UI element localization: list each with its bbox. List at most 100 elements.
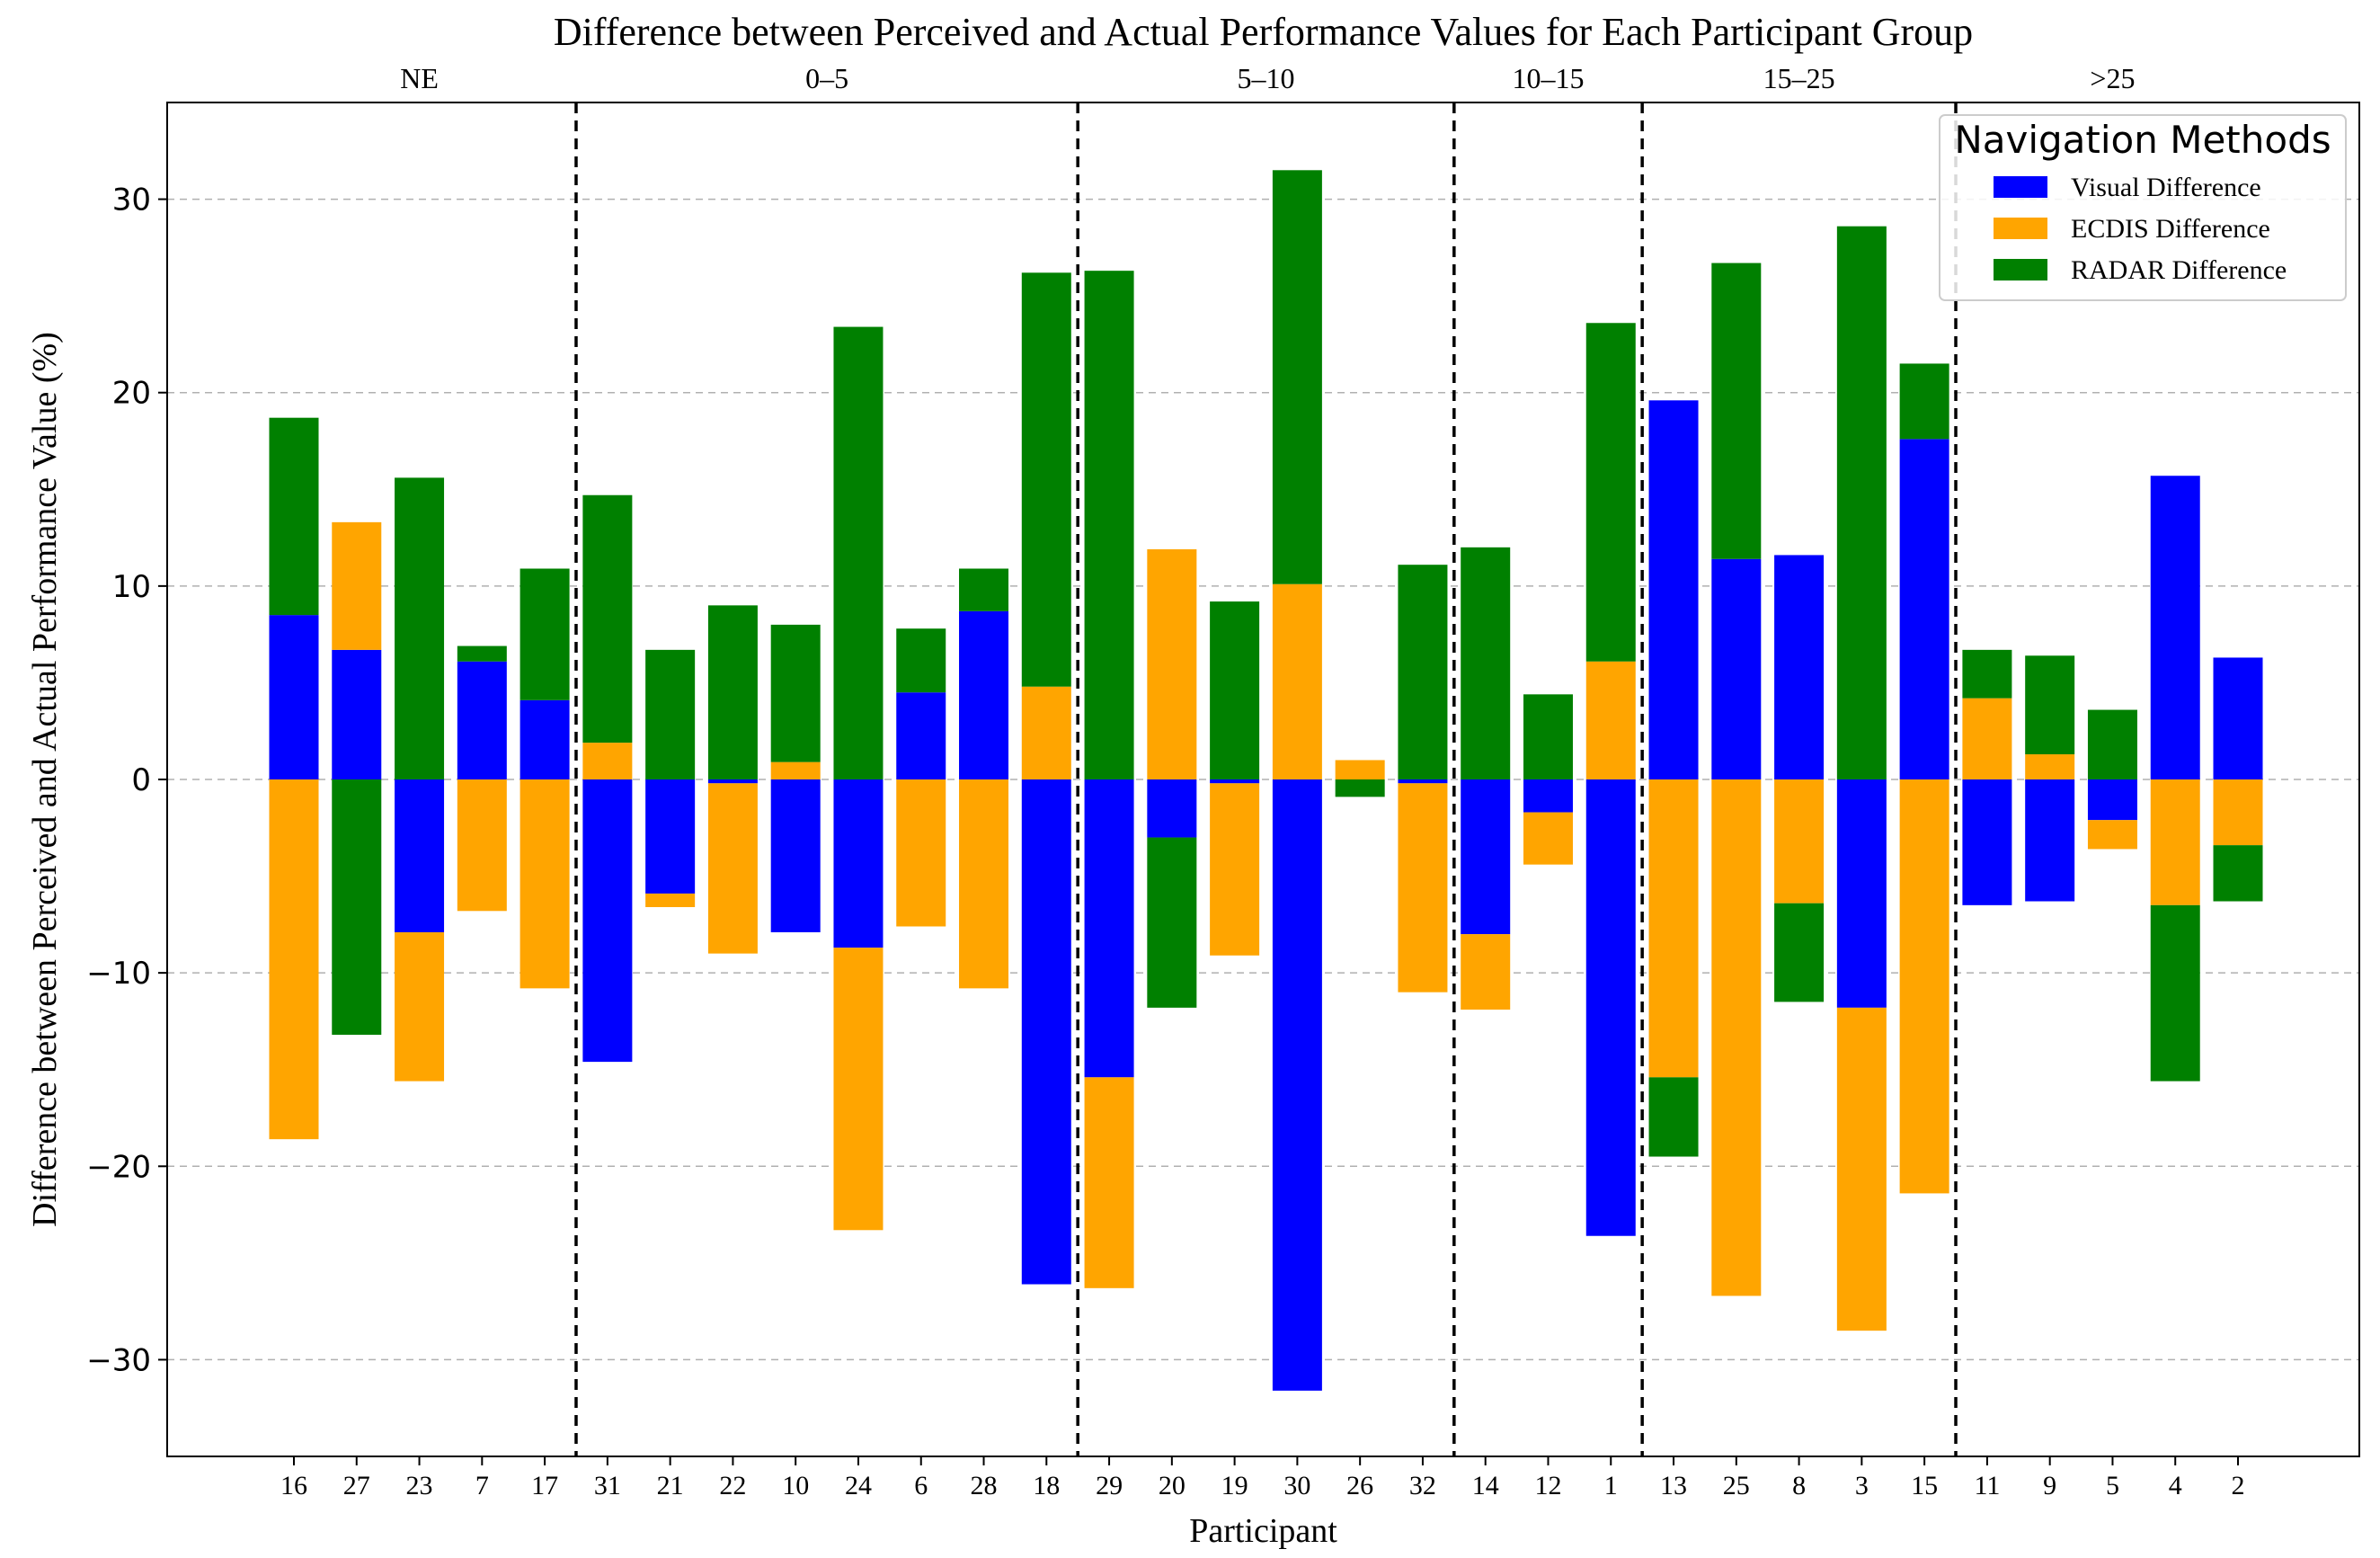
legend-box bbox=[1939, 114, 2347, 301]
x-tick-label: 20 bbox=[1159, 1471, 1186, 1500]
bar-segment bbox=[1272, 779, 1322, 1391]
bar-segment bbox=[1210, 783, 1260, 956]
x-tick-label: 9 bbox=[2043, 1471, 2056, 1500]
legend-label: ECDIS Difference bbox=[2071, 214, 2270, 244]
bar-segment bbox=[2087, 820, 2137, 850]
y-tick-label: 20 bbox=[112, 376, 151, 412]
bar-segment bbox=[959, 779, 1009, 989]
x-tick-label: 5 bbox=[2106, 1471, 2119, 1500]
bar-segment bbox=[395, 931, 445, 1082]
bar-segment bbox=[2025, 779, 2075, 902]
bar-segment bbox=[2087, 709, 2137, 779]
bar-segment bbox=[520, 568, 570, 700]
legend-swatch bbox=[1994, 259, 2047, 280]
bar-segment bbox=[707, 779, 758, 784]
bar-segment bbox=[645, 893, 696, 907]
bar-segment bbox=[1648, 779, 1699, 1078]
bar-segment bbox=[269, 779, 319, 1140]
x-axis-label: Participant bbox=[1189, 1512, 1337, 1550]
legend: Navigation Methods Visual Difference ECDI… bbox=[1939, 114, 2347, 301]
x-tick-label: 8 bbox=[1792, 1471, 1806, 1500]
bar-segment bbox=[1711, 263, 1762, 559]
bar-segment bbox=[2213, 657, 2263, 779]
bar-segment bbox=[770, 624, 821, 762]
group-labels: NE 0–5 5–10 10–15 15–25 >25 bbox=[400, 62, 2135, 94]
x-tick-label: 6 bbox=[914, 1471, 928, 1500]
bar-segment bbox=[1585, 323, 1636, 662]
bar-segment bbox=[1899, 779, 1949, 1194]
bar-segment bbox=[1711, 779, 1762, 1296]
x-tick-label: 21 bbox=[657, 1471, 684, 1500]
bar-segment bbox=[1461, 934, 1511, 1010]
bar-segment bbox=[2150, 904, 2200, 1082]
bar-segment bbox=[2213, 779, 2263, 846]
group-label: NE bbox=[400, 62, 439, 94]
legend-swatch bbox=[1994, 176, 2047, 198]
bar-segment bbox=[770, 779, 821, 932]
bar-segment bbox=[645, 779, 696, 894]
bar-segment bbox=[1585, 661, 1636, 779]
x-tick-label: 22 bbox=[719, 1471, 746, 1500]
bar-segment bbox=[332, 649, 382, 779]
bar-segment bbox=[1836, 1007, 1887, 1331]
bar-segment bbox=[1523, 812, 1573, 865]
bar-segment bbox=[2213, 845, 2263, 902]
legend-label: Visual Difference bbox=[2071, 173, 2261, 202]
bar-segment bbox=[707, 783, 758, 954]
bar-segment bbox=[332, 521, 382, 650]
bar-segment bbox=[1711, 558, 1762, 779]
bar-segment bbox=[1774, 779, 1825, 904]
bar-segment bbox=[1899, 439, 1949, 779]
bars bbox=[269, 170, 2263, 1391]
x-tick-label: 24 bbox=[845, 1471, 872, 1500]
bar-segment bbox=[1899, 363, 1949, 440]
bar-segment bbox=[457, 645, 507, 662]
bar-segment bbox=[1585, 779, 1636, 1236]
bar-segment bbox=[1962, 698, 2012, 779]
x-tick-label: 30 bbox=[1283, 1471, 1310, 1500]
bar-segment bbox=[1210, 779, 1260, 784]
bar-segment bbox=[1962, 649, 2012, 699]
x-tick-label: 26 bbox=[1346, 1471, 1373, 1500]
bar-segment bbox=[1836, 226, 1887, 780]
group-label: 0–5 bbox=[805, 62, 848, 94]
x-tick-label: 16 bbox=[280, 1471, 307, 1500]
bar-segment bbox=[1398, 565, 1448, 779]
bar-segment bbox=[896, 628, 946, 693]
bar-segment bbox=[1461, 779, 1511, 935]
bar-segment bbox=[1648, 400, 1699, 779]
bar-segment bbox=[520, 699, 570, 779]
y-tick-label: 30 bbox=[112, 183, 151, 218]
x-axis: 16 27 23 7 17 31 21 22 10 24 6 28 18 29 20 19 30 26 32 14 12… bbox=[280, 1456, 2245, 1500]
bar-segment bbox=[1335, 760, 1385, 779]
x-tick-label: 23 bbox=[406, 1471, 433, 1500]
bar-segment bbox=[457, 779, 507, 912]
y-tick-label: −30 bbox=[86, 1342, 151, 1378]
x-tick-label: 19 bbox=[1221, 1471, 1248, 1500]
bar-segment bbox=[1147, 779, 1197, 838]
bar-segment bbox=[269, 417, 319, 616]
chart-title: Difference between Perceived and Actual … bbox=[554, 10, 1973, 54]
bar-segment bbox=[1147, 837, 1197, 1008]
bar-segment bbox=[1523, 694, 1573, 779]
group-dividers bbox=[574, 102, 1958, 1456]
bar-segment bbox=[520, 779, 570, 989]
bar-segment bbox=[896, 779, 946, 927]
legend-label: RADAR Difference bbox=[2071, 255, 2287, 285]
group-label: >25 bbox=[2090, 62, 2135, 94]
x-tick-label: 10 bbox=[782, 1471, 809, 1500]
y-tick-label: −10 bbox=[86, 956, 151, 992]
x-tick-label: 7 bbox=[475, 1471, 489, 1500]
x-tick-label: 2 bbox=[2232, 1471, 2245, 1500]
x-tick-label: 1 bbox=[1604, 1471, 1618, 1500]
y-axis-label: Difference between Perceived and Actual … bbox=[26, 332, 64, 1227]
bar-segment bbox=[770, 761, 821, 779]
group-label: 15–25 bbox=[1763, 62, 1835, 94]
bar-segment bbox=[833, 326, 884, 779]
y-tick-label: 10 bbox=[112, 569, 151, 605]
bar-segment bbox=[395, 477, 445, 779]
x-tick-label: 4 bbox=[2169, 1471, 2182, 1500]
bar-segment bbox=[1774, 555, 1825, 779]
x-tick-label: 3 bbox=[1855, 1471, 1869, 1500]
bar-segment bbox=[645, 649, 696, 779]
